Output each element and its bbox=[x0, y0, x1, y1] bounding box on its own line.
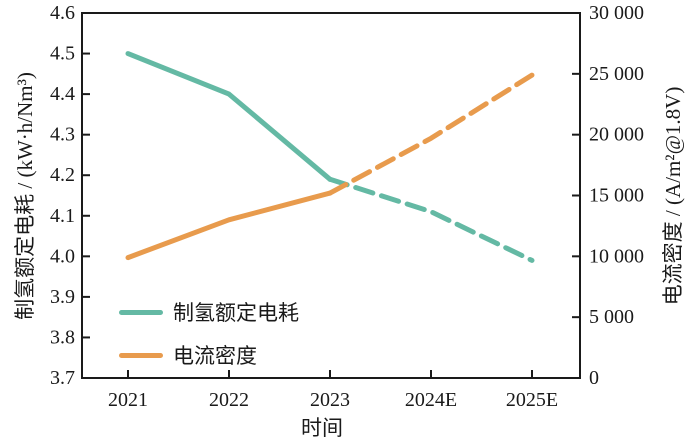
legend: 制氢额定电耗 电流密度 bbox=[119, 297, 299, 370]
left-y-tick-label: 4.4 bbox=[50, 83, 75, 105]
left-y-tick-label: 4.0 bbox=[50, 245, 75, 267]
legend-label-current-density: 电流密度 bbox=[173, 344, 257, 368]
x-tick-label: 2022 bbox=[209, 389, 249, 411]
left-y-tick-label: 4.1 bbox=[50, 205, 75, 227]
series-line-dashed-0 bbox=[327, 176, 535, 263]
right-y-tick-label: 30 000 bbox=[589, 2, 644, 24]
right-y-tick-label: 0 bbox=[589, 367, 599, 389]
x-tick-label: 2021 bbox=[108, 389, 148, 411]
x-tick-label: 2023 bbox=[310, 389, 350, 411]
x-tick-label: 2024E bbox=[405, 389, 457, 411]
left-y-tick-label: 3.7 bbox=[50, 367, 75, 389]
left-y-tick-label: 4.2 bbox=[50, 164, 75, 186]
x-axis-title: 时间 bbox=[301, 416, 343, 440]
left-y-tick-label: 4.5 bbox=[50, 43, 75, 65]
right-y-axis-title: 电流密度 / (A/m²@1.8V) bbox=[661, 86, 685, 306]
left-y-tick-label: 3.8 bbox=[50, 326, 75, 348]
left-y-tick-label: 3.9 bbox=[50, 286, 75, 308]
series-line-solid-0 bbox=[125, 51, 333, 182]
right-y-tick-label: 5 000 bbox=[589, 306, 634, 328]
right-y-tick-label: 10 000 bbox=[589, 245, 644, 267]
x-tick-label: 2025E bbox=[506, 389, 558, 411]
right-y-tick-label: 20 000 bbox=[589, 124, 644, 146]
series-line-dashed-1 bbox=[327, 72, 535, 196]
legend-line-current-density-swatch bbox=[119, 352, 163, 358]
series-line-solid-1 bbox=[125, 190, 333, 261]
legend-line-consumption-swatch bbox=[119, 309, 163, 315]
legend-label-consumption: 制氢额定电耗 bbox=[173, 301, 299, 325]
legend-item-current-density: 电流密度 bbox=[119, 340, 299, 370]
right-y-tick-label: 25 000 bbox=[589, 63, 644, 85]
legend-item-consumption: 制氢额定电耗 bbox=[119, 297, 299, 327]
left-y-tick-label: 4.6 bbox=[50, 2, 75, 24]
left-y-axis-title: 制氢额定电耗 / (kW·h/Nm³) bbox=[13, 72, 37, 320]
right-y-tick-label: 15 000 bbox=[589, 185, 644, 207]
left-y-tick-label: 4.3 bbox=[50, 124, 75, 146]
